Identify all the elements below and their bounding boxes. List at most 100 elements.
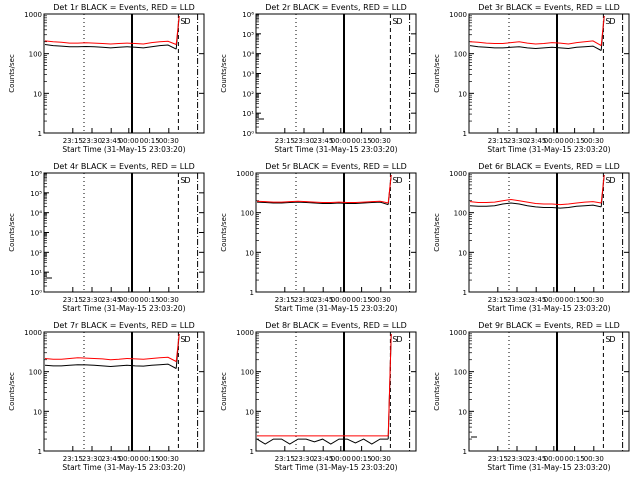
chart8-annotation: D: [396, 335, 402, 344]
chart2-ytick-label: 10²: [242, 90, 254, 98]
chart5-annotation: S: [392, 176, 397, 185]
chart5-series-events: [256, 201, 389, 206]
chart6-series-spike: [600, 174, 605, 204]
chart5-ytick-label: 1000: [236, 170, 254, 178]
chart4-annotation: D: [184, 176, 190, 185]
chart2-ytick-label: 10⁵: [242, 31, 254, 39]
chart8-series-spike: [387, 333, 392, 436]
chart9: Det 9r BLACK = Events, RED = LLD 1 10 100 10…: [433, 321, 630, 472]
chart1-ylabel: Counts/sec: [8, 54, 16, 93]
chart4-ytick-label: 10⁴: [30, 210, 42, 218]
chart6-xtick-label: 00:30: [584, 296, 604, 304]
chart4-ytick-label: 10¹: [30, 269, 42, 277]
chart5-ytick-label: 1: [250, 289, 254, 297]
chart6-ytick-label: 1000: [449, 170, 467, 178]
chart6-ylabel: Counts/sec: [433, 213, 441, 252]
chart1-series-lld: [44, 40, 177, 45]
chart2-ylabel: Counts/sec: [220, 54, 228, 93]
chart1-ytick-label: 10: [33, 90, 42, 98]
chart2-xtick-label: 00:15: [352, 137, 372, 145]
chart9-ytick-label: 100: [454, 369, 467, 377]
chart2-xtick-label: 00:00: [331, 137, 351, 145]
chart7-xtick-label: 00:00: [119, 455, 139, 463]
chart4-xlabel: Start Time (31-May-15 23:03:20): [62, 304, 185, 313]
chart4-ytick-label: 10⁰: [30, 289, 42, 297]
chart7-xlabel: Start Time (31-May-15 23:03:20): [62, 463, 185, 472]
chart4-xtick-label: 23:15: [63, 296, 83, 304]
chart7-xtick-label: 23:15: [63, 455, 83, 463]
chart6-xtick-label: 23:15: [488, 296, 508, 304]
chart8-xtick-label: 23:30: [294, 455, 314, 463]
chart8-xtick-label: 23:45: [313, 455, 333, 463]
chart6-ytick-label: 100: [454, 210, 467, 218]
chart2-annotation: D: [396, 17, 402, 26]
chart2-ytick-label: 10⁶: [242, 11, 254, 19]
chart7-ytick-label: 1: [38, 448, 42, 456]
chart3-frame: [468, 13, 630, 134]
chart5-xtick-label: 23:30: [294, 296, 314, 304]
chart6-annotation: D: [609, 176, 615, 185]
chart4-xtick-label: 23:45: [101, 296, 121, 304]
chart2-xlabel: Start Time (31-May-15 23:03:20): [274, 145, 397, 154]
chart4-ytick-label: 10⁵: [30, 190, 42, 198]
chart1-xtick-label: 23:30: [82, 137, 102, 145]
chart2-xtick-label: 23:45: [313, 137, 333, 145]
chart3-ytick-label: 10: [458, 90, 467, 98]
chart9-annotation: D: [609, 335, 615, 344]
chart9-ytick-label: 1: [463, 448, 467, 456]
chart1-xtick-label: 23:15: [63, 137, 83, 145]
chart9-ylabel: Counts/sec: [433, 372, 441, 411]
chart1-xtick-label: 00:30: [159, 137, 179, 145]
chart5-xtick-label: 00:15: [352, 296, 372, 304]
chart5-series-lld: [256, 200, 389, 204]
chart3-series-lld: [469, 40, 602, 47]
chart6: Det 6r BLACK = Events, RED = LLD 1 10 100 10…: [433, 162, 630, 313]
chart7-xtick-label: 23:45: [101, 455, 121, 463]
chart3-xlabel: Start Time (31-May-15 23:03:20): [487, 145, 610, 154]
chart1-xtick-label: 23:45: [101, 137, 121, 145]
chart4-ytick-label: 10²: [30, 249, 42, 257]
chart3-xtick-label: 23:45: [526, 137, 546, 145]
chart4-ytick-label: 10⁶: [30, 170, 42, 178]
chart9-xtick-label: 00:30: [584, 455, 604, 463]
chart5-xtick-label: 23:45: [313, 296, 333, 304]
chart6-xtick-label: 23:30: [507, 296, 527, 304]
chart4-xtick-label: 00:15: [140, 296, 160, 304]
chart8-series-events: [256, 438, 389, 445]
chart6-ytick-label: 10: [458, 249, 467, 257]
chart3-ytick-label: 1000: [449, 11, 467, 19]
chart3-ytick-label: 100: [454, 51, 467, 59]
chart3-annotation: D: [609, 17, 615, 26]
chart2-ytick-label: 10¹: [242, 110, 254, 118]
chart9-xtick-label: 23:30: [507, 455, 527, 463]
chart2: Det 2r BLACK = Events, RED = LLD 10⁰ 10¹ 10…: [220, 3, 417, 154]
chart6-ytick-label: 1: [463, 289, 467, 297]
chart9-xlabel: Start Time (31-May-15 23:03:20): [487, 463, 610, 472]
chart1: Det 1r BLACK = Events, RED = LLD 1 10 100 10…: [8, 3, 205, 154]
chart1-annotation: S: [180, 17, 185, 26]
chart6-title: Det 6r BLACK = Events, RED = LLD: [478, 162, 620, 171]
chart6-frame: [468, 172, 630, 293]
chart9-frame: [468, 331, 630, 452]
chart5-xlabel: Start Time (31-May-15 23:03:20): [274, 304, 397, 313]
chart8-ytick-label: 10: [245, 408, 254, 416]
chart3-xtick-label: 00:15: [565, 137, 585, 145]
chart4-xtick-label: 00:00: [119, 296, 139, 304]
chart6-annotation: S: [605, 176, 610, 185]
chart7-xtick-label: 00:30: [159, 455, 179, 463]
chart8-ytick-label: 1000: [236, 329, 254, 337]
chart3-series-events: [469, 45, 602, 51]
chart5-annotation: D: [396, 176, 402, 185]
chart7-series-spike: [175, 333, 180, 362]
chart8-xtick-label: 00:00: [331, 455, 351, 463]
chart7-series-events: [44, 363, 177, 369]
chart7-ytick-label: 10: [33, 408, 42, 416]
chart1-xtick-label: 00:15: [140, 137, 160, 145]
chart8-xtick-label: 23:15: [275, 455, 295, 463]
chart7-frame: [43, 331, 205, 452]
chart8-xtick-label: 00:15: [352, 455, 372, 463]
chart6-xtick-label: 00:00: [544, 296, 564, 304]
chart7-ytick-label: 1000: [24, 329, 42, 337]
chart3-xtick-label: 23:30: [507, 137, 527, 145]
